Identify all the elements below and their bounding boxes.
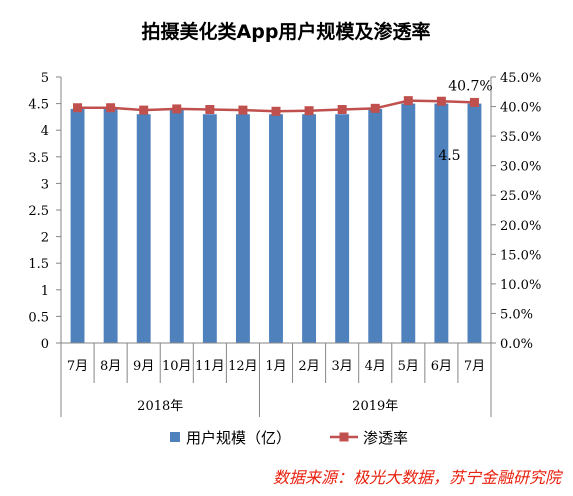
line-point (139, 105, 149, 115)
left-axis-tick-label: 0 (41, 337, 49, 352)
line-point (205, 105, 215, 115)
right-axis-tick-label: 10.0% (500, 278, 541, 293)
x-axis-tick-label: 8月 (100, 359, 121, 374)
x-axis-group-label: 2018年 (137, 399, 183, 414)
line-point (337, 105, 347, 115)
line-point (271, 106, 281, 116)
left-axis-tick-label: 5 (41, 71, 49, 86)
right-axis-tick-label: 20.0% (500, 219, 541, 234)
bar (103, 108, 118, 343)
x-axis-tick-label: 2月 (298, 359, 319, 374)
right-axis-tick-label: 45.0% (500, 71, 541, 86)
line-series: 40.7% (73, 78, 493, 116)
bar (302, 114, 317, 344)
line-point (436, 96, 446, 106)
bar (467, 103, 482, 343)
bar-data-label: 4.5 (438, 148, 460, 164)
legend-line-marker (339, 432, 349, 442)
x-axis-tick-label: 11月 (195, 359, 225, 374)
right-axis-tick-label: 0.0% (500, 337, 533, 352)
bar (434, 103, 449, 343)
right-axis-tick-label: 5.0% (500, 307, 533, 322)
axes: 0 0.5 1 1.5 2 2.5 3 3.5 4 4.5 5 0.0% 5.0% 10.0% 15.0% 2… (28, 71, 541, 352)
bar (368, 108, 383, 343)
line-point (73, 103, 83, 113)
x-axis: 7月 8月 9月 10月 11月 12月 1月 2月 3月 4月 5月 6月 7月 2018年 2019年 (60, 342, 492, 417)
left-axis-tick-label: 0.5 (28, 310, 49, 325)
left-axis-tick-label: 1 (41, 284, 49, 299)
bar-series: 4.5 (70, 103, 482, 344)
left-axis-tick-label: 4 (41, 124, 49, 139)
x-axis-tick-label: 6月 (431, 359, 452, 374)
left-axis-tick-label: 2.5 (28, 204, 49, 219)
x-axis-tick-label: 7月 (67, 359, 88, 374)
x-axis-tick-label: 7月 (464, 359, 485, 374)
legend: 用户规模（亿） 渗透率 (170, 429, 408, 447)
line-point (370, 103, 380, 113)
right-axis-tick-label: 40.0% (500, 101, 541, 116)
left-axis-tick-label: 1.5 (28, 257, 49, 272)
chart-title: 拍摄美化类App用户规模及渗透率 (142, 20, 431, 43)
x-axis-tick-label: 5月 (398, 359, 419, 374)
x-axis-tick-label: 12月 (228, 359, 258, 374)
bar (202, 114, 217, 344)
bar (235, 114, 250, 344)
legend-line-label: 渗透率 (363, 429, 408, 447)
left-axis-tick-label: 4.5 (28, 98, 49, 113)
bar (335, 114, 350, 344)
line-point (304, 106, 314, 116)
left-axis-tick-label: 3.5 (28, 151, 49, 166)
left-axis-tick-label: 3 (41, 177, 49, 192)
left-axis-tick-label: 2 (41, 231, 49, 246)
bar (136, 114, 151, 344)
x-axis-tick-label: 9月 (133, 359, 154, 374)
x-axis-tick-label: 1月 (265, 359, 286, 374)
x-axis-tick-label: 3月 (332, 359, 353, 374)
source-note: 数据来源：极光大数据，苏宁金融研究院 (273, 468, 564, 487)
right-axis-tick-label: 30.0% (500, 160, 541, 175)
line-point (469, 97, 479, 107)
x-axis-tick-label: 10月 (162, 359, 192, 374)
right-axis-tick-label: 25.0% (500, 189, 541, 204)
x-axis-group-label: 2019年 (352, 399, 398, 414)
x-axis-tick-label: 4月 (365, 359, 386, 374)
line-point (403, 96, 413, 106)
legend-bar-swatch (170, 432, 180, 442)
right-axis-tick-label: 15.0% (500, 248, 541, 263)
bar (269, 114, 283, 344)
right-axis-tick-label: 35.0% (500, 130, 541, 145)
line-point (106, 103, 116, 113)
bar (70, 108, 85, 343)
legend-bar-label: 用户规模（亿） (186, 429, 291, 447)
bar (401, 103, 416, 343)
bar (169, 108, 184, 343)
line-point (238, 105, 248, 115)
line-data-label: 40.7% (448, 78, 492, 94)
line-point (172, 104, 182, 114)
